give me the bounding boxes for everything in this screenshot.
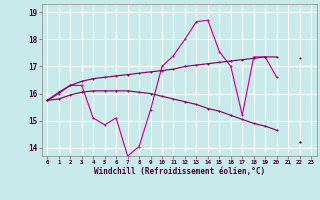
- X-axis label: Windchill (Refroidissement éolien,°C): Windchill (Refroidissement éolien,°C): [94, 167, 265, 176]
